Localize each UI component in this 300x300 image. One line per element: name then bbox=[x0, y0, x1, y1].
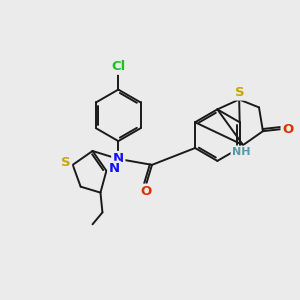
Text: N: N bbox=[113, 152, 124, 165]
Text: NH: NH bbox=[232, 147, 250, 157]
Text: S: S bbox=[61, 156, 70, 170]
Text: Cl: Cl bbox=[111, 60, 125, 73]
Text: O: O bbox=[282, 123, 293, 136]
Text: S: S bbox=[235, 86, 245, 99]
Text: N: N bbox=[109, 162, 120, 175]
Text: O: O bbox=[140, 185, 152, 198]
